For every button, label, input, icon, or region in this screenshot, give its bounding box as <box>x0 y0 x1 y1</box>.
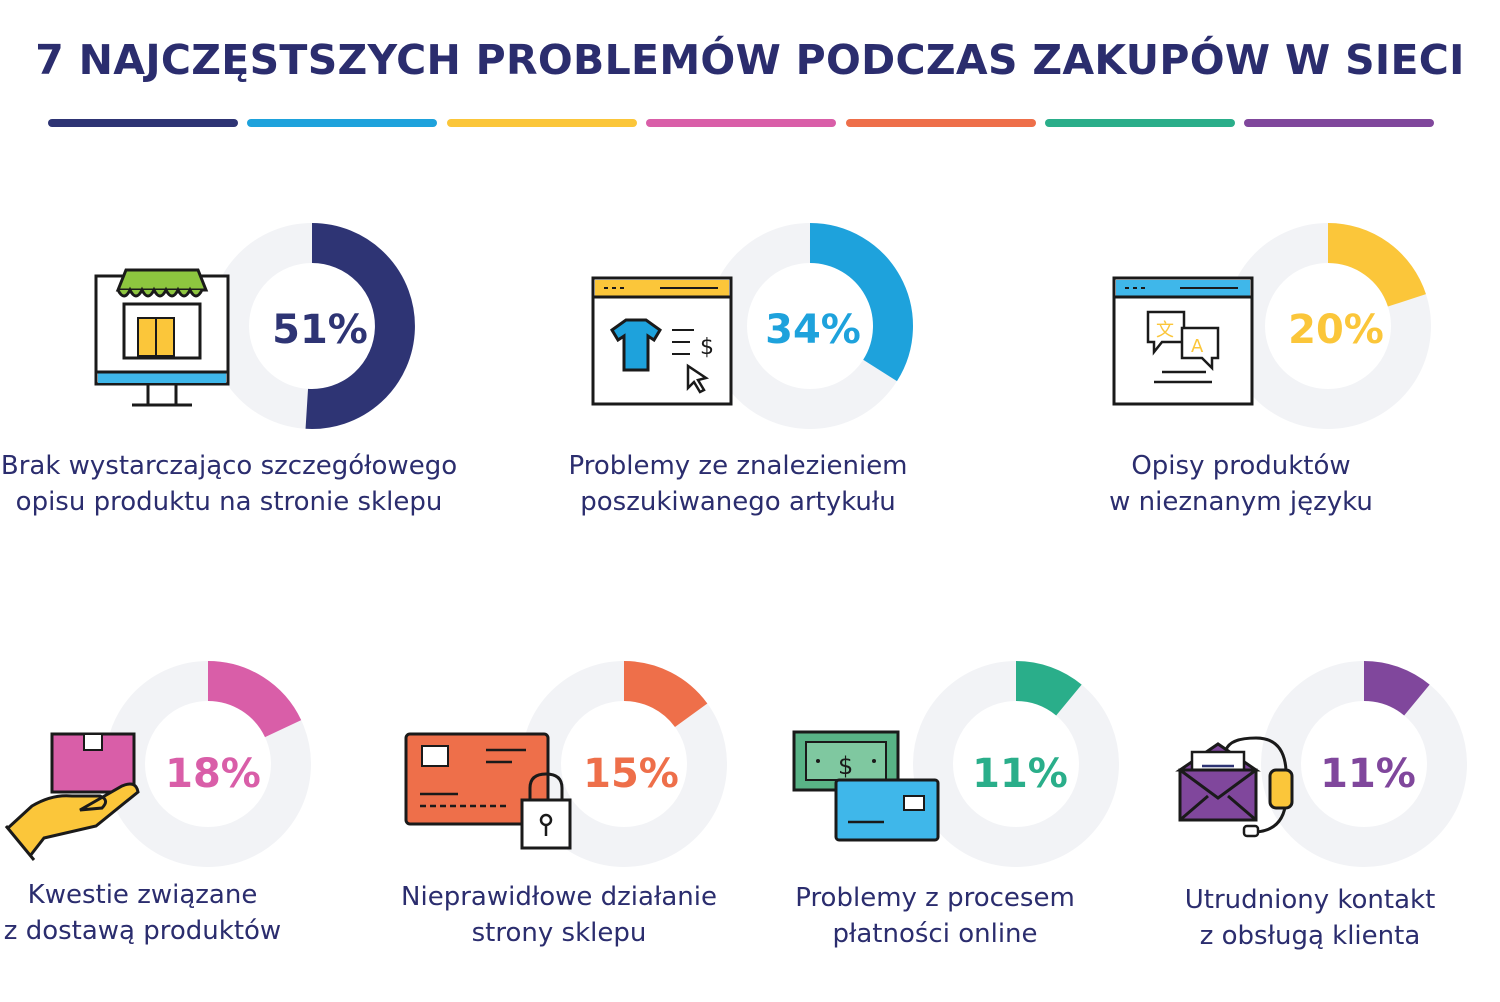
donut-segment <box>1327 223 1426 308</box>
caption-line: opisu produktu na stronie sklepu <box>15 487 443 517</box>
percentage-label: 34% <box>765 307 861 353</box>
caption-line: z obsługą klienta <box>1199 921 1421 951</box>
donut-segment <box>207 661 302 738</box>
problem-caption: Problemy z procesem płatności online <box>780 880 1090 952</box>
svg-text:A: A <box>1191 336 1204 357</box>
color-bar <box>1244 119 1434 127</box>
percentage-label: 15% <box>583 751 679 797</box>
caption-line: płatności online <box>832 919 1038 949</box>
caption-line: Nieprawidłowe działanie <box>401 882 717 912</box>
color-bar <box>1045 119 1235 127</box>
donut-segment <box>1363 661 1430 716</box>
caption-line: Problemy ze znalezieniem <box>568 451 908 481</box>
donut-segment <box>623 661 708 728</box>
caption-line: Problemy z procesem <box>795 883 1075 913</box>
caption-line: Utrudniony kontakt <box>1184 885 1436 915</box>
caption-line: poszukiwanego artykułu <box>580 487 896 517</box>
problem-caption: Opisy produktów w nieznanym języku <box>1080 448 1402 520</box>
color-bar <box>447 119 637 127</box>
svg-text:$: $ <box>838 752 853 780</box>
caption-line: w nieznanym języku <box>1109 487 1373 517</box>
color-bar <box>247 119 437 127</box>
caption-line: Kwestie związane <box>27 880 258 910</box>
color-bar <box>646 119 836 127</box>
percentage-label: 11% <box>1320 751 1416 797</box>
donut-segment <box>305 223 415 429</box>
percentage-label: 11% <box>972 751 1068 797</box>
percentage-label: 51% <box>272 307 368 353</box>
caption-line: Brak wystarczająco szczegółowego <box>0 451 458 481</box>
caption-line: strony sklepu <box>471 918 647 948</box>
problem-caption: Brak wystarczająco szczegółowego opisu p… <box>0 448 458 520</box>
color-bar-strip <box>48 119 1436 127</box>
page-title: 7 NAJCZĘSTSZYCH PROBLEMÓW PODCZAS ZAKUPÓ… <box>35 36 1465 84</box>
problem-caption: Kwestie związane z dostawą produktów <box>0 877 285 949</box>
svg-text:文: 文 <box>1156 320 1174 341</box>
caption-line: z dostawą produktów <box>3 916 282 946</box>
problem-caption: Nieprawidłowe działanie strony sklepu <box>392 879 726 951</box>
color-bar <box>846 119 1036 127</box>
percentage-label: 18% <box>165 751 261 797</box>
caption-line: Opisy produktów <box>1131 451 1351 481</box>
svg-text:$: $ <box>700 335 714 360</box>
problem-caption: Utrudniony kontakt z obsługą klienta <box>1165 882 1455 954</box>
percentage-label: 20% <box>1288 307 1384 353</box>
donut-segment <box>1015 661 1082 716</box>
donut-segment <box>809 223 913 382</box>
problem-caption: Problemy ze znalezieniem poszukiwanego a… <box>555 448 921 520</box>
color-bar <box>48 119 238 127</box>
